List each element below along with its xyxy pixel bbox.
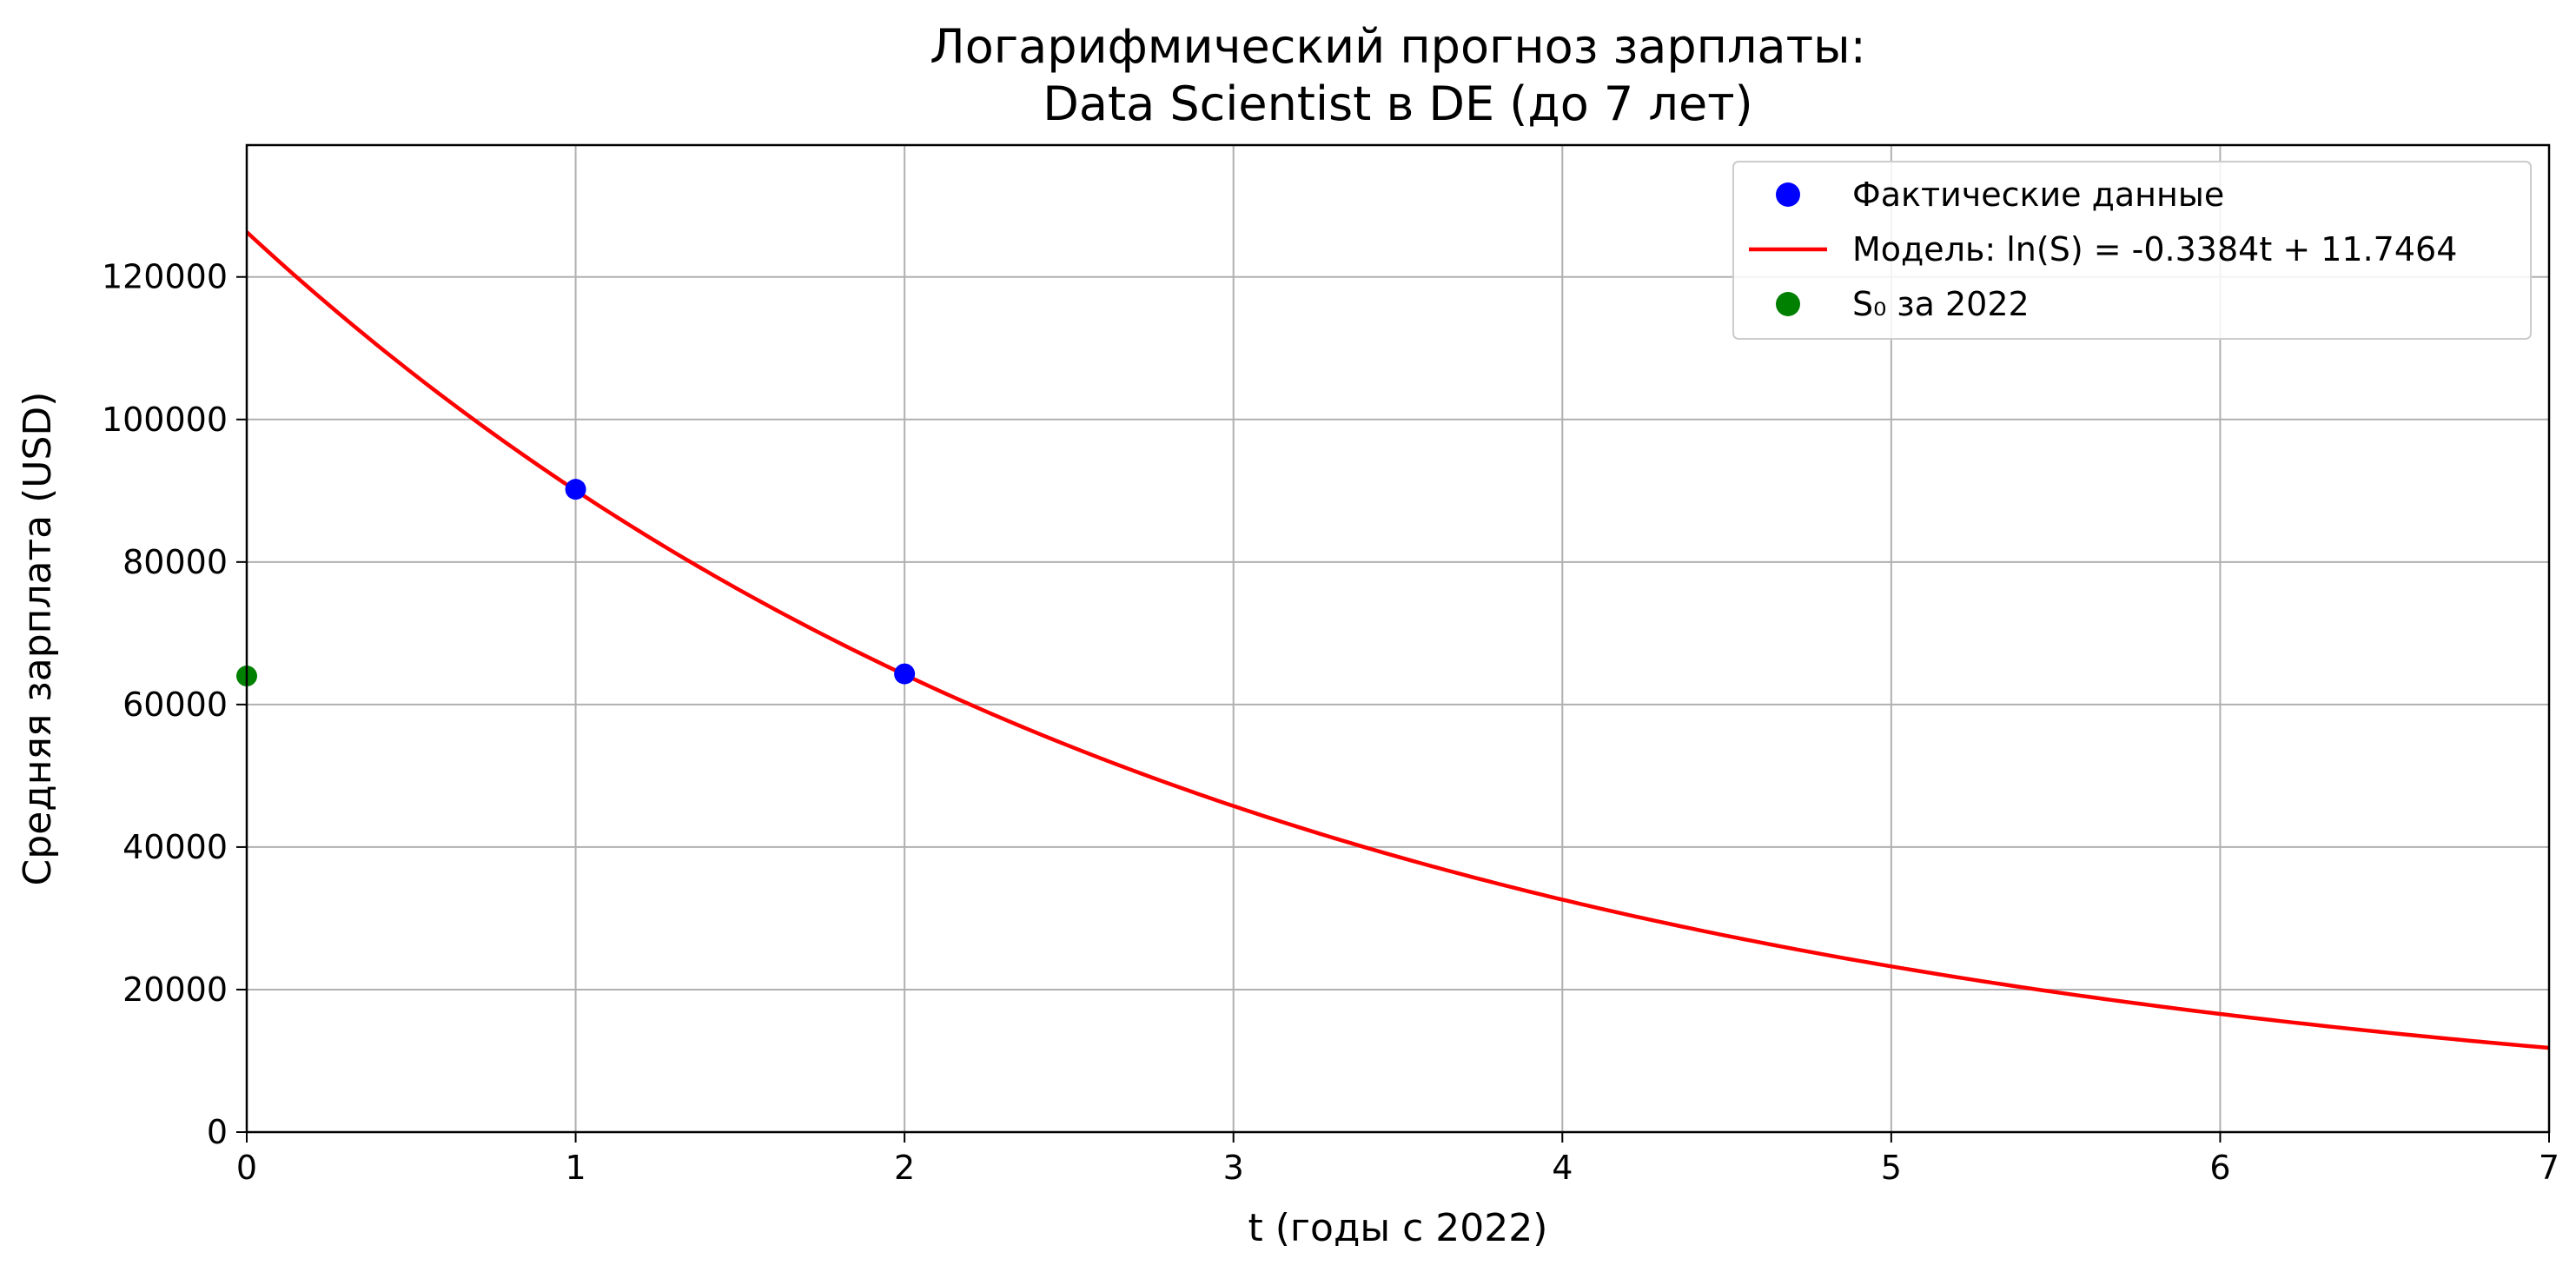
legend-entry-label: S₀ за 2022 <box>1852 285 2030 323</box>
x-tick-label: 2 <box>894 1149 915 1187</box>
y-tick-label: 40000 <box>123 828 228 866</box>
legend-entry-label: Модель: ln(S) = -0.3384t + 11.7464 <box>1852 230 2457 268</box>
x-tick-label: 1 <box>565 1149 586 1187</box>
plot-frame <box>245 143 2551 1134</box>
chart-title: Логарифмический прогноз зарплаты:Data Sc… <box>930 19 1866 131</box>
y-tick-label: 20000 <box>123 971 228 1009</box>
x-tick-label: 3 <box>1223 1149 1244 1187</box>
legend: Фактические данные Модель: ln(S) = -0.338… <box>1732 161 2532 340</box>
y-tick-label: 120000 <box>102 258 228 296</box>
legend-entry-label: Фактические данные <box>1852 176 2224 214</box>
y-axis-label: Средняя зарплата (USD) <box>16 392 60 886</box>
data-point <box>894 663 916 685</box>
y-tick-label: 0 <box>207 1113 228 1151</box>
y-tick-label: 100000 <box>102 401 228 439</box>
x-tick-label: 6 <box>2209 1149 2230 1187</box>
chart-title-line: Data Scientist в DE (до 7 лет) <box>1043 76 1752 131</box>
legend-marker-swatch <box>1776 182 1800 207</box>
plot-series <box>236 230 2549 1050</box>
x-tick-label: 5 <box>1881 1149 1902 1187</box>
x-axis-label: t (годы с 2022) <box>1248 1206 1548 1250</box>
legend-marker-swatch <box>1776 292 1800 316</box>
y-axis-ticks: 0 20000 40000 60000 80000 100000 120000 <box>102 258 247 1151</box>
y-tick-label: 80000 <box>123 543 228 581</box>
x-axis-ticks: 0 1 2 3 4 5 6 7 <box>236 1132 2559 1187</box>
x-tick-label: 4 <box>1552 1149 1573 1187</box>
x-tick-label: 0 <box>236 1149 257 1187</box>
model-line <box>247 230 2549 1050</box>
legend-box <box>1732 161 2532 340</box>
y-tick-label: 60000 <box>123 686 228 724</box>
chart-title-line: Логарифмический прогноз зарплаты: <box>930 19 1866 74</box>
data-point <box>565 479 586 500</box>
x-tick-label: 7 <box>2539 1149 2559 1187</box>
